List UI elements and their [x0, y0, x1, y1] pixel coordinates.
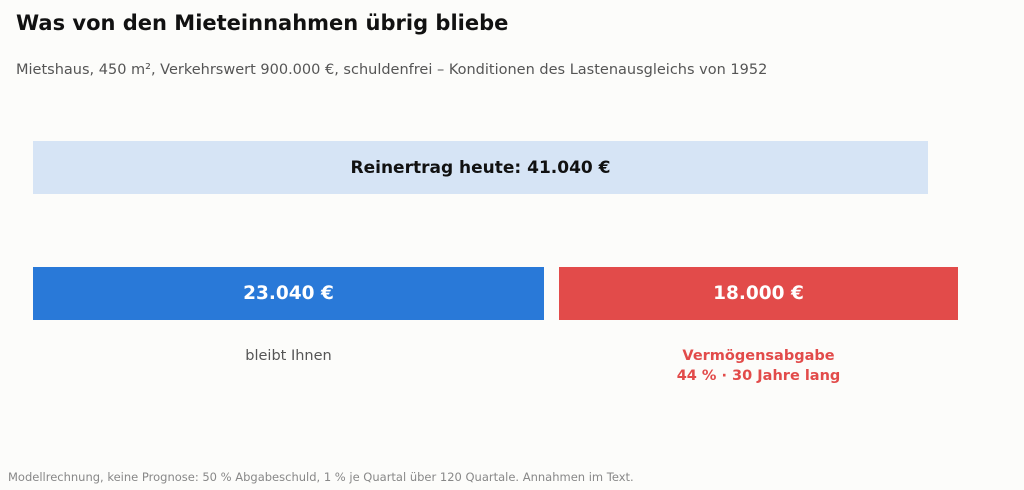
levy-caption-line-2: 44 % · 30 Jahre lang: [676, 368, 841, 384]
bar-vermoegensabgabe: 18.000 €: [559, 267, 958, 320]
levy-caption: Vermögensabgabe 44 % · 30 Jahre lang: [559, 346, 958, 386]
levy-bar-value-label: 18.000 €: [713, 283, 804, 304]
bar-bleibt-ihnen: 23.040 €: [33, 267, 544, 320]
chart-title: Was von den Mieteinnahmen übrig bliebe: [16, 11, 509, 35]
total-bar-label: Reinertrag heute: 41.040 €: [350, 157, 611, 178]
keep-caption: bleibt Ihnen: [33, 346, 544, 366]
keep-caption-line-1: bleibt Ihnen: [245, 348, 332, 364]
levy-caption-line-1: Vermögensabgabe: [682, 348, 835, 364]
keep-bar-value-label: 23.040 €: [243, 283, 334, 304]
chart-subtitle: Mietshaus, 450 m², Verkehrswert 900.000 …: [16, 62, 768, 78]
total-bar-reinertrag: Reinertrag heute: 41.040 €: [33, 141, 928, 194]
footnote: Modellrechnung, keine Prognose: 50 % Abg…: [8, 470, 634, 484]
